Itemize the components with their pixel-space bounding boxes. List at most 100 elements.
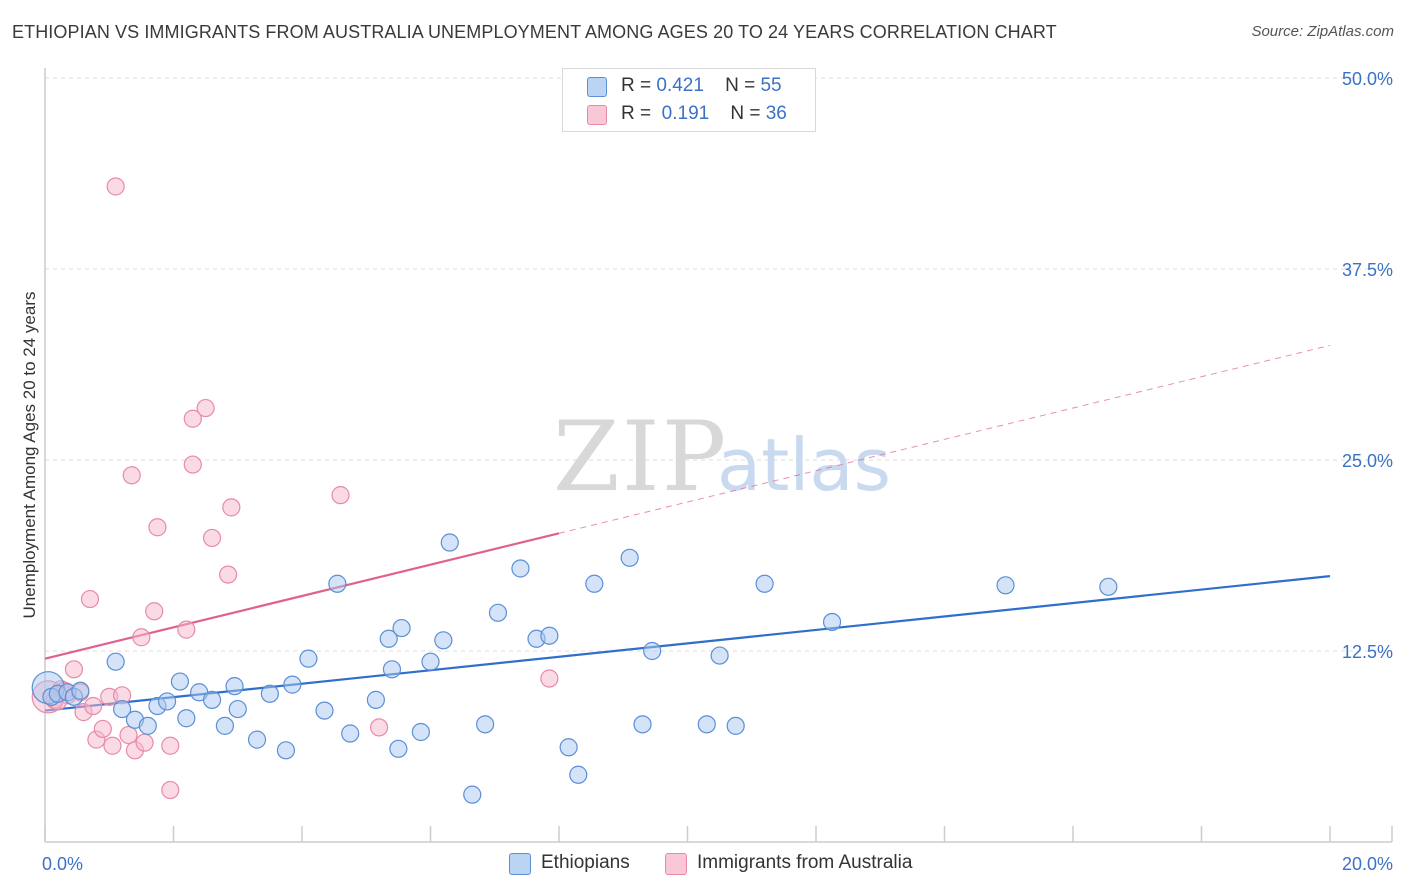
watermark-zip: ZIP (553, 401, 728, 513)
data-point-australia (64, 660, 84, 679)
data-point-ethiopians (379, 629, 398, 648)
watermark-atlas: atlas (717, 423, 891, 507)
data-point-ethiopians (822, 612, 842, 632)
data-point-ethiopians (283, 675, 302, 694)
data-point-ethiopians (112, 699, 132, 719)
data-point-australia (222, 498, 241, 517)
chart-title: ETHIOPIAN VS IMMIGRANTS FROM AUSTRALIA U… (12, 22, 1057, 42)
watermark: ZIP atlas (553, 401, 891, 513)
data-point-australia (183, 455, 202, 474)
y-tick-label: 50.0% (1342, 69, 1393, 89)
trend-lines (44, 344, 1331, 712)
data-point-australia (370, 718, 389, 737)
data-point-ethiopians (633, 715, 652, 734)
data-point-ethiopians (559, 738, 578, 757)
data-point-ethiopians (157, 692, 177, 711)
data-point-ethiopians (411, 722, 430, 742)
data-point-ethiopians (643, 641, 662, 661)
series-immigrants-from-australia (31, 177, 559, 800)
x-tick-label: 0.0% (42, 854, 83, 874)
data-point-ethiopians (177, 709, 196, 728)
data-point-ethiopians (341, 724, 360, 743)
y-tick-label: 12.5% (1342, 642, 1393, 662)
legend-n-label: N = (725, 75, 756, 96)
data-point-ethiopians (463, 785, 482, 804)
data-point-ethiopians (71, 681, 90, 700)
tick-labels: 12.5% 25.0% 37.5% 50.0% 0.0% 20.0% (42, 69, 1393, 874)
data-point-australia (106, 177, 125, 196)
data-point-ethiopians (315, 701, 334, 720)
data-point-australia (196, 398, 215, 418)
data-point-australia (132, 628, 151, 647)
chart-source: Source: ZipAtlas.com (1251, 23, 1394, 40)
legend-n-value: 36 (765, 103, 787, 124)
data-point-australia (148, 518, 167, 537)
data-point-ethiopians (511, 559, 530, 578)
data-point-ethiopians (382, 660, 402, 679)
grid-lines (45, 77, 1392, 652)
data-point-australia (331, 486, 350, 505)
data-point-ethiopians (106, 652, 125, 671)
data-point-ethiopians (299, 649, 318, 668)
legend-r-value: 0.191 (661, 103, 710, 124)
legend-r-label: R = (621, 75, 652, 96)
bottom-legend-label: Ethiopians (541, 852, 630, 873)
y-tick-label: 25.0% (1342, 451, 1393, 471)
data-point-ethiopians (260, 684, 279, 703)
data-point-australia (183, 409, 202, 428)
data-point-australia (80, 589, 100, 609)
bottom-legend-label: Immigrants from Australia (697, 852, 913, 873)
data-point-ethiopians (697, 715, 716, 734)
data-point-ethiopians (366, 690, 385, 709)
data-point-australia (540, 669, 559, 688)
data-point-ethiopians (569, 765, 588, 784)
data-point-ethiopians (476, 715, 495, 734)
trend-line-ethiopians (44, 575, 1331, 712)
data-point-australia (119, 725, 138, 745)
trend-line-australia-dashed (558, 344, 1331, 534)
legend-n-label: N = (730, 103, 761, 124)
legend-r-value: 0.421 (656, 75, 704, 96)
data-point-australia (93, 719, 112, 739)
data-point-ethiopians (440, 533, 459, 552)
data-point-ethiopians (585, 574, 604, 593)
data-point-ethiopians (540, 626, 559, 645)
data-point-australia (122, 466, 141, 485)
legend-swatch-pink (587, 105, 607, 125)
data-point-ethiopians (215, 716, 234, 735)
data-point-ethiopians (389, 739, 408, 758)
legend-r-label: R = (621, 103, 652, 124)
bottom-legend-swatch-blue (509, 853, 531, 875)
data-point-ethiopians (755, 574, 774, 593)
data-point-ethiopians (726, 716, 745, 735)
data-point-ethiopians (138, 716, 157, 735)
y-tick-label: 37.5% (1342, 260, 1393, 280)
x-tick-label: 20.0% (1342, 854, 1393, 874)
data-point-australia (177, 620, 196, 639)
data-point-australia (135, 733, 154, 752)
data-point-ethiopians (996, 576, 1015, 595)
data-point-ethiopians (421, 652, 440, 671)
data-point-ethiopians (620, 548, 639, 567)
data-point-ethiopians (710, 646, 729, 665)
data-point-australia (84, 696, 103, 716)
data-point-ethiopians (276, 741, 296, 760)
data-point-ethiopians (328, 574, 347, 593)
data-point-australia (202, 528, 222, 548)
data-point-ethiopians (247, 730, 267, 749)
bottom-legend-swatch-pink (665, 853, 687, 875)
data-point-ethiopians (228, 699, 247, 719)
legend-swatch-blue (587, 77, 607, 97)
data-point-australia (161, 780, 180, 800)
data-point-ethiopians (225, 677, 244, 696)
data-point-ethiopians (488, 603, 508, 622)
data-point-ethiopians (1099, 577, 1118, 596)
y-axis-title: Unemployment Among Ages 20 to 24 years (20, 291, 39, 619)
data-point-australia (103, 736, 122, 755)
data-point-australia (161, 736, 180, 755)
data-point-ethiopians (202, 690, 222, 709)
legend: R = 0.421 N = 55 R = 0.191 N = 36 (562, 68, 816, 132)
data-point-ethiopians (434, 631, 453, 650)
data-point-australia (145, 602, 164, 621)
